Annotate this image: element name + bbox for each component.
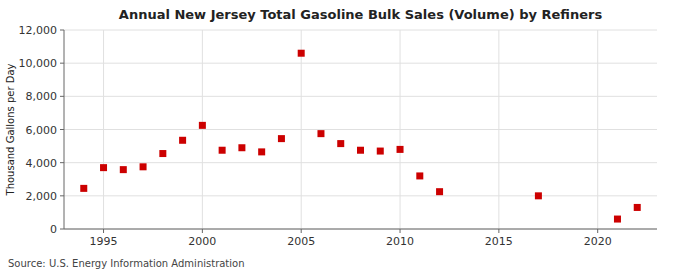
point — [337, 140, 344, 147]
grid-line — [64, 96, 657, 97]
tick-label: 12,000 — [19, 24, 58, 37]
tick-label: 2005 — [287, 235, 315, 248]
grid-line — [64, 129, 657, 130]
tick-label: 2,000 — [26, 190, 58, 203]
point — [377, 148, 384, 155]
point — [120, 166, 127, 173]
point — [179, 137, 186, 144]
point — [219, 147, 226, 154]
point — [634, 204, 641, 211]
grid-line — [103, 30, 104, 229]
point — [357, 147, 364, 154]
tick-label: 1995 — [90, 235, 118, 248]
tick — [60, 162, 64, 163]
point — [436, 188, 443, 195]
point — [100, 164, 107, 171]
point — [258, 148, 265, 155]
tick — [103, 229, 104, 233]
tick-label: 8,000 — [26, 90, 58, 103]
tick — [597, 229, 598, 233]
tick — [60, 195, 64, 196]
grid-line — [64, 195, 657, 196]
point — [159, 150, 166, 157]
x-axis — [64, 229, 657, 230]
annotation: Source: U.S. Energy Information Administ… — [8, 258, 245, 269]
tick — [60, 63, 64, 64]
point — [199, 122, 206, 129]
tick-label: 4,000 — [26, 157, 58, 170]
tick — [60, 229, 64, 230]
tick — [498, 229, 499, 233]
tick — [60, 30, 64, 31]
grid-line — [64, 30, 657, 31]
tick-label: 2015 — [485, 235, 513, 248]
tick — [400, 229, 401, 233]
y-label: Thousand Gallons per Day — [5, 63, 16, 196]
tick — [202, 229, 203, 233]
point — [238, 144, 245, 151]
point — [535, 192, 542, 199]
tick-label: 2000 — [188, 235, 216, 248]
grid-line — [202, 30, 203, 229]
tick-label: 6,000 — [26, 124, 58, 137]
point — [80, 185, 87, 192]
point — [317, 130, 324, 137]
grid-line — [498, 30, 499, 229]
y-axis — [64, 30, 65, 229]
tick-label: 2020 — [584, 235, 612, 248]
tick — [301, 229, 302, 233]
tick — [60, 96, 64, 97]
grid-line — [64, 162, 657, 163]
grid-line — [597, 30, 598, 229]
grid-line — [64, 63, 657, 64]
grid — [64, 30, 657, 229]
point — [397, 146, 404, 153]
grid-line — [301, 30, 302, 229]
point — [278, 135, 285, 142]
tick-label: 10,000 — [19, 57, 58, 70]
points — [80, 50, 640, 223]
chart: 0 2,000 4,000 6,000 8,000 10,000 12,000 1995 200… — [0, 0, 675, 275]
point — [416, 172, 423, 179]
grid-line — [64, 229, 657, 230]
tick-label: 0 — [50, 223, 57, 236]
point — [298, 50, 305, 57]
title: Annual New Jersey Total Gasoline Bulk Sa… — [119, 7, 603, 22]
point — [614, 216, 621, 223]
tick — [60, 129, 64, 130]
grid-line — [400, 30, 401, 229]
point — [140, 163, 147, 170]
tick-label: 2010 — [386, 235, 414, 248]
